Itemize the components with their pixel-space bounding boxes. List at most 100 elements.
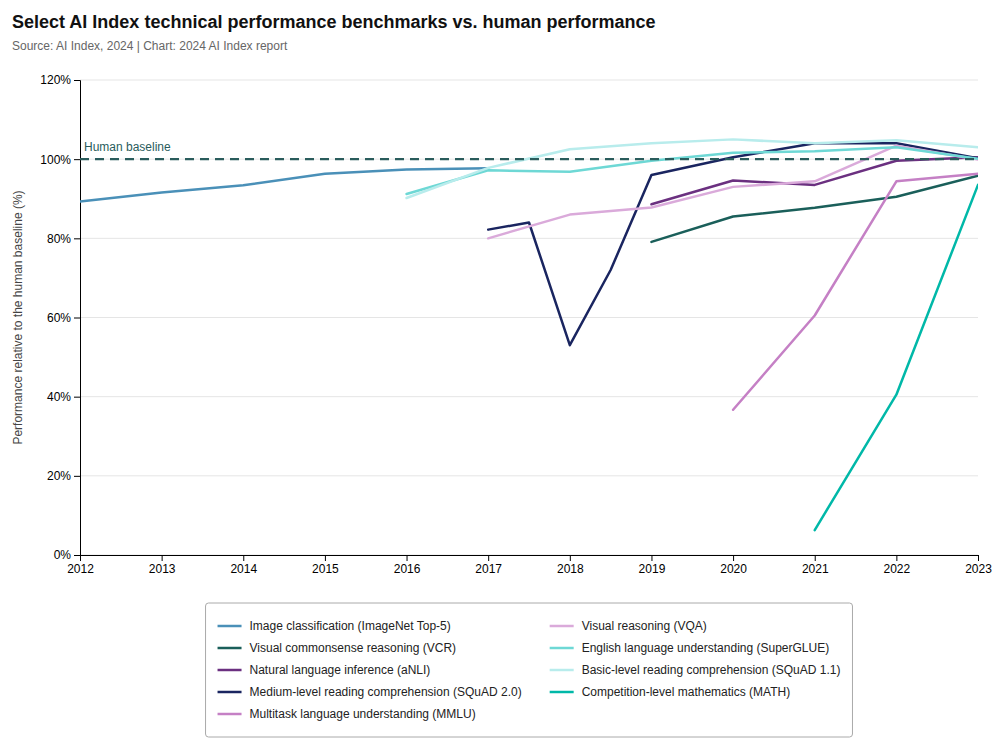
legend-item: Visual commonsense reasoning (VCR) [218,641,457,655]
y-tick-mark [74,159,80,160]
legend-swatch [550,691,574,694]
x-tick-mark [325,555,326,561]
legend-swatch [550,625,574,628]
series-line [407,147,978,194]
chart: Select AI Index technical performance be… [0,0,1008,750]
grid-line [80,238,978,239]
x-axis-line [81,556,979,562]
reference-line [80,158,978,160]
legend-swatch [218,691,242,694]
title: Select AI Index technical performance be… [12,12,656,32]
y-tick-mark [74,397,80,398]
y-tick-mark [74,476,80,477]
y-tick-label: 100% [40,153,71,167]
grid-line [80,317,978,318]
y-tick: 100% [40,153,80,167]
legend-label: Basic-level reading comprehension (SQuAD… [582,663,841,677]
x-tick: 2018 [557,555,584,576]
legend-item: Visual reasoning (VQA) [550,619,707,633]
y-tick-mark [74,318,80,319]
legend-item: Basic-level reading comprehension (SQuAD… [550,663,841,677]
x-tick-mark [488,555,489,561]
legend-item: English language understanding (SuperGLU… [550,641,830,655]
y-axis-title: Performance relative to the human baseli… [11,190,25,444]
x-tick: 2023 [965,555,992,576]
legend-item: Natural language inference (aNLI) [218,663,431,677]
x-tick: 2012 [67,555,94,576]
legend-label: Natural language inference (aNLI) [250,663,431,677]
reference-label: Human baseline [84,140,171,154]
x-tick: 2022 [884,555,911,576]
series-line [488,143,978,345]
legend-label: English language understanding (SuperGLU… [582,641,830,655]
y-tick-label: 120% [40,73,71,87]
y-tick-label: 60% [47,311,71,325]
y-axis-line [74,81,81,556]
plot-area: 2012 2013 2014 2015 2016 2017 2018 2019 2020 2021… [40,73,992,575]
x-tick-mark [733,555,734,561]
legend-item: Multitask language understanding (MMLU) [218,707,476,721]
x-tick-label: 2015 [312,562,339,576]
subtitle: Source: AI Index, 2024 | Chart: 2024 AI … [12,39,288,53]
x-tick: 2021 [802,555,829,576]
x-tick-mark [162,555,163,561]
y-tick: 80% [47,232,80,246]
legend: Image classification (ImageNet Top-5) Vis… [206,603,853,737]
y-tick-mark [74,555,80,556]
x-axis: 2012 2013 2014 2015 2016 2017 2018 2019 2020 2021… [67,555,992,576]
x-tick-mark [570,555,571,561]
x-tick-label: 2014 [230,562,257,576]
x-tick: 2016 [394,555,421,576]
legend-swatch [218,625,242,628]
x-tick-mark [815,555,816,561]
y-axis: 0% 20% 40% 60% 80% 100% 120% [40,73,80,562]
grid-line [80,475,978,476]
series-line [733,174,978,410]
x-tick-label: 2023 [965,562,992,576]
legend-swatch [218,669,242,672]
series-line [815,185,978,530]
x-tick-label: 2019 [639,562,666,576]
grid [80,80,978,555]
legend-swatch [218,713,242,716]
x-tick: 2015 [312,555,339,576]
y-tick: 0% [54,548,80,562]
series-line [407,139,978,198]
x-tick-label: 2020 [720,562,747,576]
x-tick-label: 2018 [557,562,584,576]
x-tick-label: 2013 [149,562,176,576]
x-tick-mark [978,555,979,561]
x-tick-mark [407,555,408,561]
y-tick: 40% [47,390,80,404]
x-tick: 2013 [149,555,176,576]
y-tick-mark [74,80,80,81]
legend-label: Medium-level reading comprehension (SQuA… [250,685,522,699]
x-tick-label: 2022 [884,562,911,576]
y-tick: 120% [40,73,80,87]
x-tick-label: 2021 [802,562,829,576]
y-tick-label: 80% [47,232,71,246]
x-tick-label: 2016 [394,562,421,576]
legend-label: Competition-level mathematics (MATH) [582,685,791,699]
legend-frame [206,603,853,737]
x-tick: 2019 [639,555,666,576]
y-tick-label: 0% [54,548,72,562]
y-tick-label: 40% [47,390,71,404]
legend-label: Visual reasoning (VQA) [582,619,707,633]
legend-item: Medium-level reading comprehension (SQuA… [218,685,522,699]
grid-line [80,396,978,397]
series-line [80,168,488,201]
y-tick: 60% [47,311,80,325]
legend-label: Visual commonsense reasoning (VCR) [250,641,457,655]
marks [80,139,978,530]
y-tick-label: 20% [47,469,71,483]
x-tick: 2020 [720,555,747,576]
x-tick-mark [896,555,897,561]
y-tick: 20% [47,469,80,483]
x-tick-label: 2017 [475,562,502,576]
x-tick-label: 2012 [67,562,94,576]
x-tick: 2017 [475,555,502,576]
legend-label: Image classification (ImageNet Top-5) [250,619,451,633]
legend-item: Competition-level mathematics (MATH) [550,685,791,699]
legend-item: Image classification (ImageNet Top-5) [218,619,451,633]
